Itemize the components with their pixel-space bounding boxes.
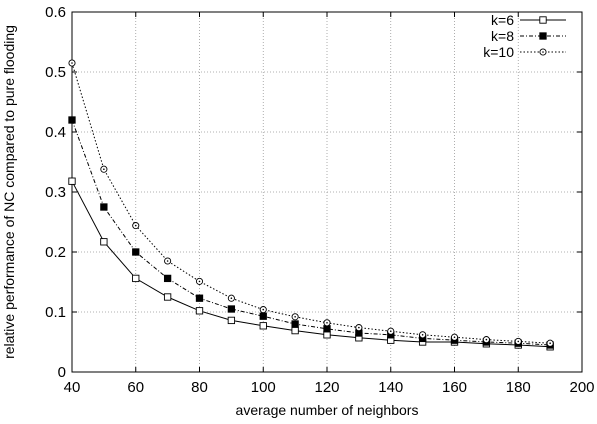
y-tick-label: 0.3 xyxy=(45,184,66,201)
y-axis-label: relative performance of NC compared to p… xyxy=(1,25,17,359)
data-point-center xyxy=(230,297,233,300)
data-point-center xyxy=(485,338,488,341)
data-point-center xyxy=(389,330,392,333)
data-point xyxy=(323,331,331,339)
data-point xyxy=(68,116,76,124)
data-point-center xyxy=(71,62,73,64)
legend-marker xyxy=(539,16,547,24)
data-point xyxy=(132,248,140,256)
data-point-center xyxy=(294,316,296,318)
y-tick-label: 0 xyxy=(58,364,66,381)
series-k=8 xyxy=(68,116,554,349)
data-point xyxy=(100,203,108,211)
data-point xyxy=(195,294,204,302)
series-line xyxy=(71,119,551,346)
x-tick-label: 40 xyxy=(64,379,81,396)
legend-item: k=8 xyxy=(491,28,566,44)
data-point xyxy=(195,307,204,315)
data-point xyxy=(259,322,267,330)
legend-label: k=6 xyxy=(491,12,514,28)
x-tick-label: 160 xyxy=(442,379,467,396)
data-point xyxy=(68,177,76,185)
data-point xyxy=(259,312,267,320)
legend-label: k=10 xyxy=(483,44,514,60)
x-tick-label: 200 xyxy=(569,379,594,396)
data-point-center xyxy=(421,334,424,336)
data-point-center xyxy=(549,342,551,345)
legend: k=6k=8k=10 xyxy=(483,12,566,60)
x-axis-label: average number of neighbors xyxy=(236,402,419,418)
y-tick-label: 0.2 xyxy=(45,244,66,261)
data-point-center xyxy=(134,224,137,227)
data-point xyxy=(227,316,236,325)
x-tick-label: 140 xyxy=(378,379,403,396)
data-point-center xyxy=(103,168,105,170)
data-point-center xyxy=(262,308,265,311)
y-tick-label: 0.4 xyxy=(45,124,66,141)
y-tick-label: 0.5 xyxy=(45,64,66,81)
x-tick-label: 100 xyxy=(251,379,276,396)
grid xyxy=(72,12,582,372)
series-k=10 xyxy=(68,59,554,347)
y-tick-label: 0.6 xyxy=(45,4,66,21)
series-k=6 xyxy=(68,177,554,351)
x-tick-label: 60 xyxy=(127,379,144,396)
data-point-center xyxy=(517,340,520,343)
data-point xyxy=(227,305,236,313)
data-point xyxy=(291,320,299,328)
legend-label: k=8 xyxy=(491,28,514,44)
data-point-center xyxy=(166,260,169,262)
legend-item: k=10 xyxy=(483,44,566,60)
data-point xyxy=(100,238,108,246)
data-point-center xyxy=(198,280,201,283)
legend-item: k=6 xyxy=(491,12,566,28)
data-point-center xyxy=(326,322,328,324)
legend-marker-center xyxy=(542,51,544,53)
data-point xyxy=(291,326,299,335)
legend-marker xyxy=(539,32,547,40)
data-point xyxy=(132,274,140,283)
axis-ticks: 40 60 80 100 120 140 160 180 200 0 0.1 0.2 0.3 0.4 0.5… xyxy=(45,4,594,396)
x-tick-label: 180 xyxy=(506,379,531,396)
y-tick-label: 0.1 xyxy=(45,304,66,321)
x-tick-label: 80 xyxy=(191,379,208,396)
data-point-center xyxy=(358,326,360,329)
series-line xyxy=(71,180,551,348)
data-point xyxy=(163,293,172,301)
series-line xyxy=(71,62,551,344)
series xyxy=(68,59,554,351)
x-tick-label: 120 xyxy=(314,379,339,396)
data-point-center xyxy=(453,336,456,339)
data-point xyxy=(163,274,172,283)
data-point xyxy=(323,325,331,333)
